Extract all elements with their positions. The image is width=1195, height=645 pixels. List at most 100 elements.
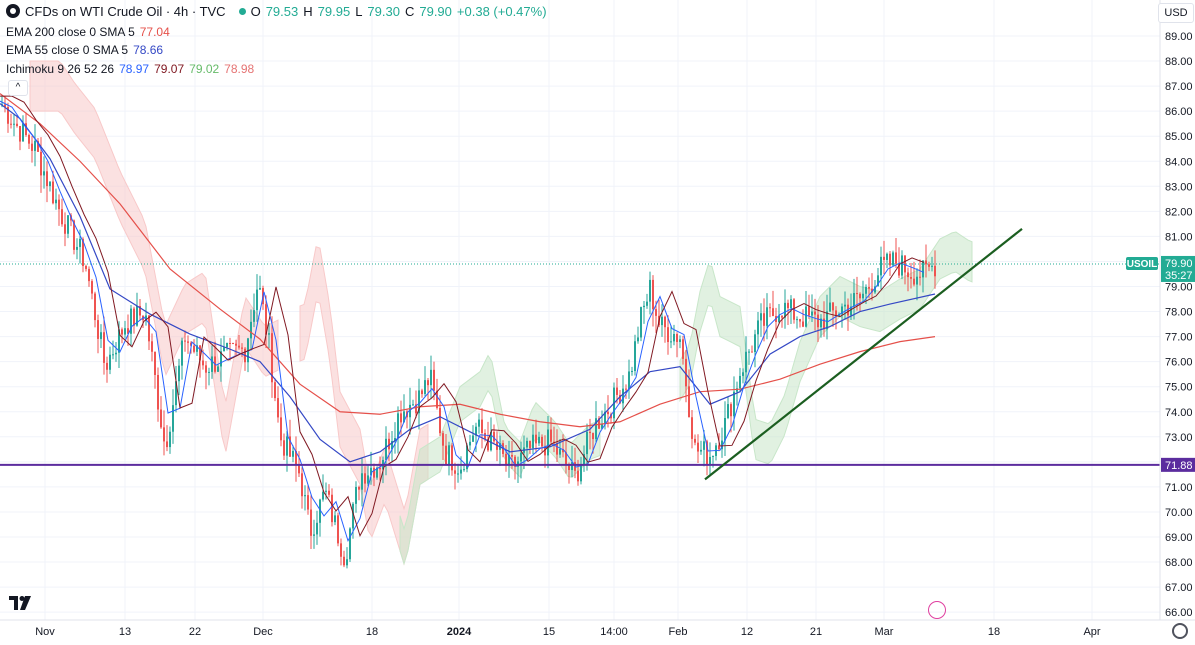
candle — [115, 352, 117, 355]
candle — [673, 334, 675, 342]
candle — [82, 238, 84, 267]
ichimoku-label: Ichimoku 9 26 52 26 — [6, 62, 115, 76]
x-tick-label: 21 — [810, 626, 822, 638]
ichimoku-legend[interactable]: Ichimoku 9 26 52 26 78.97 79.07 79.02 78.98 — [6, 62, 259, 76]
last-price-label: 79.90 — [1165, 258, 1193, 270]
candle — [550, 429, 552, 442]
ohlc-low: L 79.30 — [355, 4, 400, 19]
x-tick-label: 22 — [189, 626, 201, 638]
ema200-legend[interactable]: EMA 200 close 0 SMA 5 77.04 — [6, 25, 175, 39]
candle — [493, 431, 495, 442]
candle — [106, 362, 108, 370]
candle — [817, 314, 819, 328]
candle — [757, 320, 759, 335]
candle — [43, 171, 45, 176]
candle — [790, 299, 792, 309]
candle — [118, 329, 120, 353]
ema55-legend[interactable]: EMA 55 close 0 SMA 5 78.66 — [6, 43, 168, 57]
candle — [445, 445, 447, 465]
candle — [355, 486, 357, 504]
y-tick-label: 70.00 — [1165, 507, 1193, 519]
candle — [685, 358, 687, 387]
candle — [670, 341, 672, 343]
candle — [703, 441, 705, 450]
countdown-label: 35:27 — [1165, 270, 1193, 282]
candle — [175, 381, 177, 406]
candle — [178, 365, 180, 382]
candle — [16, 123, 18, 127]
candle — [778, 315, 780, 322]
candle — [538, 436, 540, 444]
candle — [187, 341, 189, 343]
candle — [439, 407, 441, 434]
candle — [754, 334, 756, 353]
candle — [7, 106, 9, 124]
candle — [847, 304, 849, 316]
symbol-header[interactable]: CFDs on WTI Crude Oil · 4h · TVC O 79.53 H 7… — [6, 4, 552, 19]
candle — [601, 424, 603, 429]
y-tick-label: 76.00 — [1165, 357, 1193, 369]
candle — [190, 342, 192, 346]
candle — [577, 470, 579, 482]
candle — [184, 340, 186, 342]
candle — [139, 305, 141, 316]
candle — [877, 275, 879, 287]
candle — [526, 440, 528, 448]
candle — [145, 315, 147, 321]
candle — [907, 272, 909, 278]
candle — [301, 473, 303, 497]
candle — [487, 438, 489, 451]
candle — [811, 311, 813, 316]
candle — [412, 404, 414, 406]
candle — [385, 438, 387, 460]
candle — [583, 454, 585, 465]
collapse-legend-button[interactable]: ^ — [8, 80, 28, 96]
candle — [334, 515, 336, 523]
candle — [250, 321, 252, 339]
ichimoku-span-b: 78.98 — [224, 62, 255, 76]
candle — [76, 246, 78, 250]
ichimoku-base-line — [0, 95, 925, 538]
candle — [661, 316, 663, 326]
candle — [22, 123, 24, 142]
candle — [910, 277, 912, 279]
lightning-icon[interactable] — [928, 601, 946, 619]
candle — [298, 464, 300, 474]
candle — [280, 417, 282, 441]
grid — [0, 0, 1160, 620]
candle — [193, 345, 195, 352]
candle — [109, 354, 111, 370]
gear-icon[interactable] — [1172, 623, 1188, 639]
candle — [25, 123, 27, 135]
candle — [67, 215, 69, 234]
tradingview-logo-icon — [9, 596, 31, 610]
candle — [796, 319, 798, 321]
candle — [934, 265, 936, 277]
candle — [505, 453, 507, 465]
market-open-icon — [238, 8, 246, 15]
candle — [808, 306, 810, 316]
candles — [1, 95, 936, 569]
currency-button[interactable]: USD — [1158, 3, 1194, 23]
candle — [532, 434, 534, 449]
candle — [625, 388, 627, 390]
candle — [556, 443, 558, 455]
x-tick-label: 18 — [366, 626, 378, 638]
symbol-tag-label: USOIL — [1127, 259, 1158, 270]
candle — [913, 278, 915, 285]
candle — [544, 446, 546, 456]
candle — [682, 339, 684, 359]
cloud-bullish — [399, 354, 601, 566]
candle — [418, 390, 420, 414]
candle — [562, 448, 564, 453]
candle — [208, 371, 210, 373]
candle — [217, 366, 219, 372]
candle — [529, 440, 531, 449]
ema200-line — [0, 93, 936, 428]
candle — [652, 279, 654, 310]
candle — [172, 405, 174, 432]
candle — [121, 329, 123, 335]
x-tick-label: Feb — [669, 626, 688, 638]
candle — [787, 302, 789, 309]
